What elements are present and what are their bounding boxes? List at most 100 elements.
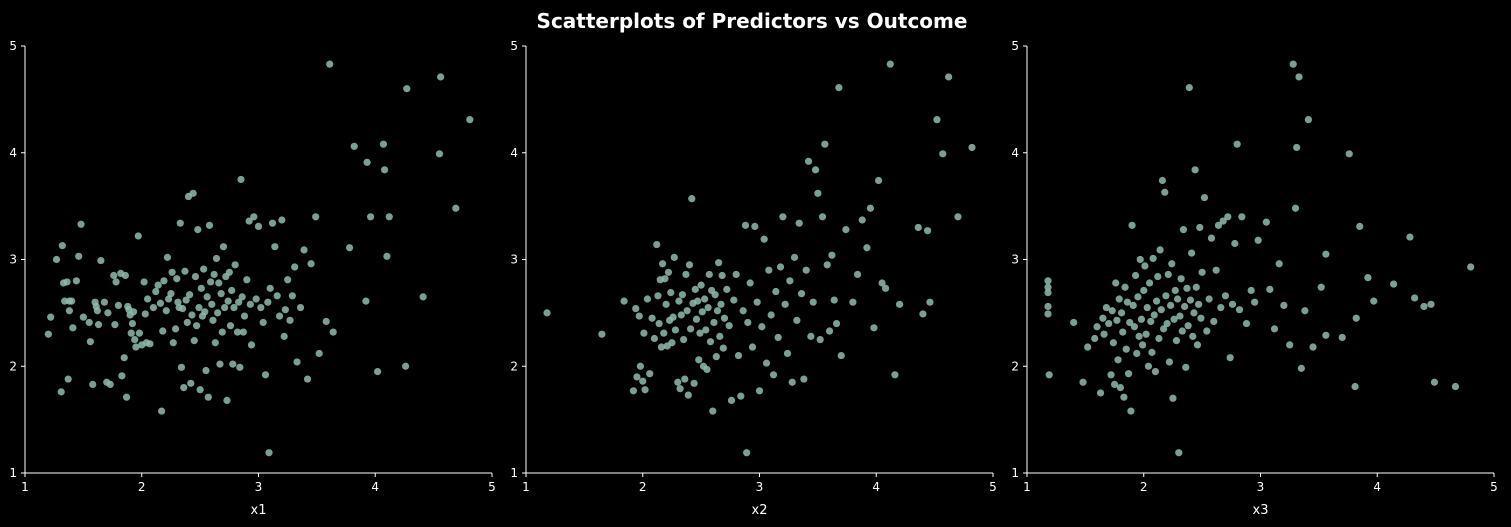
scatter-point — [769, 371, 778, 379]
x-tick-label: 1 — [522, 480, 530, 494]
scatter-point — [662, 300, 670, 308]
scatter-point — [127, 329, 135, 337]
scatter-point — [322, 317, 330, 326]
scatter-point — [1351, 382, 1359, 391]
scatter-point — [1289, 60, 1297, 68]
scatter-point — [821, 140, 829, 148]
scatter-point — [816, 335, 824, 344]
scatter-point — [1217, 303, 1225, 312]
scatter-point — [1044, 277, 1052, 285]
scatter-point — [186, 291, 194, 299]
scatter-point — [194, 226, 202, 234]
x-tick-label: 2 — [1140, 480, 1148, 494]
scatter-point — [1164, 270, 1172, 279]
scatter-point — [825, 327, 834, 335]
scatter-point — [1137, 315, 1146, 323]
scatter-point — [44, 330, 52, 338]
scatter-point — [802, 266, 810, 274]
scatter-point — [143, 295, 152, 303]
scatter-point — [1093, 323, 1101, 331]
scatter-point — [1122, 345, 1130, 353]
scatter-point — [1044, 302, 1052, 311]
scatter-point — [437, 73, 445, 81]
scatter-point — [122, 393, 131, 401]
scatter-point — [640, 329, 648, 337]
scatter-point — [635, 312, 643, 320]
scatter-point — [748, 343, 757, 351]
scatter-point — [228, 286, 236, 295]
scatter-point — [1191, 166, 1199, 174]
scatter-point — [146, 340, 154, 348]
scatter-point — [690, 379, 698, 387]
scatter-point — [179, 305, 187, 313]
scatter-point — [1251, 298, 1259, 306]
scatter-point — [363, 158, 371, 166]
scatter-point — [1451, 382, 1460, 391]
scatter-point — [687, 325, 695, 333]
scatter-point — [75, 252, 83, 260]
scatter-point — [224, 297, 232, 305]
scatter-point — [230, 303, 238, 312]
scatter-point — [1430, 378, 1439, 386]
scatter-point — [212, 254, 221, 263]
scatter-point — [1174, 295, 1182, 303]
scatter-point — [1370, 297, 1378, 305]
scatter-point — [643, 295, 652, 303]
scatter-point — [180, 384, 188, 392]
scatter-point — [231, 261, 239, 269]
scatter-point — [866, 204, 875, 212]
scatter-point — [168, 268, 176, 276]
scatter-point — [1247, 286, 1255, 295]
scatter-point — [1221, 292, 1230, 300]
scatter-point — [1126, 318, 1134, 327]
scatter-point — [1107, 371, 1115, 379]
scatter-point — [1177, 275, 1185, 283]
scatter-point — [281, 306, 289, 314]
scatter-point — [795, 219, 803, 227]
scatter-point — [157, 407, 166, 415]
scatter-point — [1275, 260, 1283, 268]
scatter-point — [1233, 140, 1241, 148]
scatter-point — [52, 255, 61, 264]
scatter-point — [68, 297, 76, 305]
scatter-point — [688, 195, 696, 203]
y-tick-label: 1 — [1011, 466, 1019, 480]
scatter-point — [214, 309, 222, 317]
x-axis-label: x2 — [752, 503, 768, 518]
scatter-point — [149, 303, 158, 312]
scatter-point — [1109, 339, 1117, 347]
scatter-point — [1044, 283, 1052, 291]
scatter-point — [1183, 284, 1191, 292]
scatter-point — [776, 263, 785, 271]
scatter-point — [1411, 294, 1419, 302]
x-axis-label: x3 — [1253, 503, 1269, 518]
scatter-point — [1131, 271, 1140, 280]
scatter-point — [132, 343, 140, 351]
scatter-point — [1420, 302, 1428, 311]
scatter-point — [878, 279, 886, 287]
scatter-point — [159, 327, 167, 335]
scatter-point — [811, 166, 820, 174]
scatter-point — [1352, 314, 1360, 322]
y-tick-label: 5 — [510, 39, 518, 53]
scatter-point — [152, 287, 160, 296]
x-tick-label: 4 — [872, 480, 880, 494]
scatter-point — [1219, 217, 1227, 225]
scatter-point — [1389, 280, 1398, 288]
scatter-point — [954, 213, 962, 221]
scatter-point — [842, 226, 850, 234]
scatter-point — [1338, 333, 1346, 342]
scatter-point — [682, 270, 690, 279]
scatter-point — [1147, 317, 1155, 326]
scatter-point — [385, 213, 393, 221]
scatter-point — [1091, 334, 1099, 343]
scatter-point — [307, 260, 315, 268]
scatter-point — [1189, 332, 1197, 340]
scatter-point — [86, 338, 94, 346]
scatter-point — [190, 337, 198, 345]
scatter-point — [1165, 358, 1174, 366]
scatter-point — [1193, 341, 1202, 349]
scatter-point — [104, 309, 112, 317]
panel-x3: 1 2 3 4 5 1 2 3 4 5 x3 — [1011, 39, 1497, 518]
